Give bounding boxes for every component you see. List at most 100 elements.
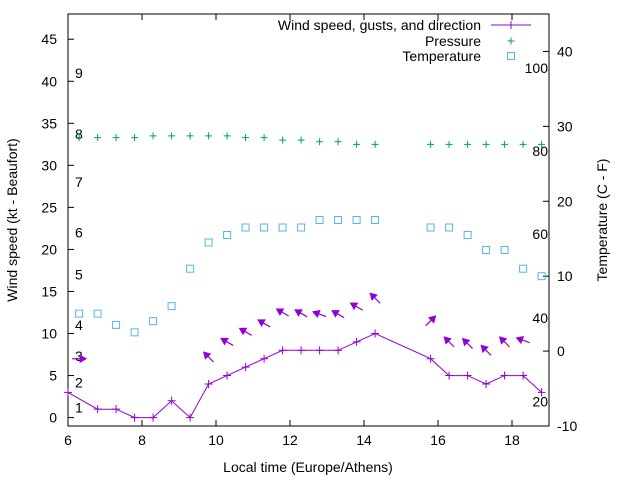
wind-point	[260, 354, 269, 363]
temperature-point	[93, 309, 102, 318]
temperature-point	[278, 223, 287, 232]
pressure-point	[223, 132, 231, 140]
wind-point	[112, 405, 121, 414]
legend-marks	[491, 21, 531, 60]
temperature-series	[75, 216, 546, 337]
fahrenheit-label: 20	[532, 393, 548, 409]
wind-point	[537, 388, 546, 397]
temperature-point	[482, 245, 491, 254]
y-tick-label: 30	[41, 157, 57, 173]
temperature-point	[130, 328, 139, 337]
y2-tick-label: 0	[557, 343, 565, 359]
wind-point	[130, 413, 139, 422]
axis-ticks	[67, 14, 549, 427]
wind-point	[64, 388, 72, 397]
pressure-point	[242, 134, 250, 142]
wind-point	[223, 371, 232, 380]
beaufort-label: 9	[75, 65, 83, 81]
wind-arrow-head	[427, 315, 437, 324]
wind-arrow-head	[79, 354, 88, 364]
temperature-point	[167, 302, 176, 311]
pressure-point	[149, 132, 157, 140]
wind-point	[149, 413, 158, 422]
pressure-point	[205, 132, 213, 140]
wind-arrow-head	[498, 336, 508, 345]
wind-arrow-head	[294, 309, 303, 317]
wind-arrow-head	[349, 302, 359, 311]
legend: Wind speed, gusts, and direction Pressur…	[278, 17, 531, 64]
pressure-point	[112, 134, 120, 142]
temperature-point	[371, 216, 380, 224]
beaufort-label: 5	[75, 267, 83, 283]
x-tick-label: 14	[356, 432, 372, 448]
temperature-point	[315, 216, 324, 224]
pressure-point	[131, 134, 139, 142]
wind-point	[241, 363, 250, 372]
wind-point	[278, 346, 287, 355]
wind-point	[167, 396, 176, 405]
temperature-point	[223, 230, 232, 239]
y2-tick-label: 10	[557, 268, 573, 284]
temperature-point	[445, 223, 454, 232]
pressure-point	[519, 140, 527, 148]
pressure-point	[464, 140, 472, 148]
wind-point	[500, 371, 509, 380]
y2-axis-label: Temperature (C - F)	[594, 159, 610, 282]
y-tick-labels: 0 5 10 15 20 25 30 35 40 45	[41, 31, 57, 425]
pressure-point	[75, 134, 83, 142]
wind-point	[426, 354, 435, 363]
y2-tick-label: 40	[557, 43, 573, 59]
pressure-point	[94, 134, 102, 142]
wind-point	[297, 346, 306, 355]
temperature-point	[241, 223, 250, 232]
wind-point	[315, 346, 324, 355]
temperature-point	[537, 272, 546, 281]
pressure-point	[482, 140, 490, 148]
pressure-point	[334, 138, 342, 146]
pressure-point	[168, 132, 176, 140]
legend-pressure-point	[507, 37, 515, 45]
temperature-point	[75, 309, 84, 318]
wind-point	[93, 405, 102, 414]
y-tick-label: 10	[41, 326, 57, 342]
temperature-point	[500, 245, 509, 254]
wind-arrow-head	[331, 310, 340, 318]
y-tick-label: 0	[49, 410, 57, 426]
wind-arrow-head	[443, 336, 452, 345]
y-tick-label: 25	[41, 199, 57, 215]
beaufort-label: 3	[75, 348, 83, 364]
wind-point	[352, 337, 361, 346]
wind-arrow-head	[369, 292, 378, 301]
y-tick-label: 5	[49, 368, 57, 384]
legend-wind-label: Wind speed, gusts, and direction	[278, 17, 481, 33]
beaufort-label: 1	[75, 400, 83, 416]
y-tick-label: 40	[41, 73, 57, 89]
x-tick-label: 8	[138, 432, 146, 448]
fahrenheit-label: 80	[532, 143, 548, 159]
fahrenheit-label: 40	[532, 310, 548, 326]
pressure-series	[75, 132, 546, 148]
x-tick-label: 10	[208, 432, 224, 448]
y-tick-label: 15	[41, 283, 57, 299]
fahrenheit-label: 60	[532, 226, 548, 242]
x-tick-label: 6	[64, 432, 72, 448]
pressure-point	[371, 140, 379, 148]
pressure-point	[538, 140, 546, 148]
y-tick-label: 35	[41, 115, 57, 131]
beaufort-label: 7	[75, 174, 83, 190]
beaufort-label: 4	[75, 317, 83, 333]
y2-tick-label: -10	[557, 418, 577, 434]
pressure-point	[427, 140, 435, 148]
temperature-point	[204, 238, 213, 247]
wind-arrow-head	[515, 335, 525, 345]
y2-tick-label: 30	[557, 118, 573, 134]
x-axis-label: Local time (Europe/Athens)	[223, 459, 393, 475]
wind-point	[186, 413, 195, 422]
pressure-point	[279, 136, 287, 144]
legend-wind-point	[507, 21, 515, 29]
temperature-point	[519, 264, 528, 273]
legend-temperature-label: Temperature	[402, 48, 481, 64]
pressure-point	[501, 140, 509, 148]
wind-series	[64, 329, 546, 422]
